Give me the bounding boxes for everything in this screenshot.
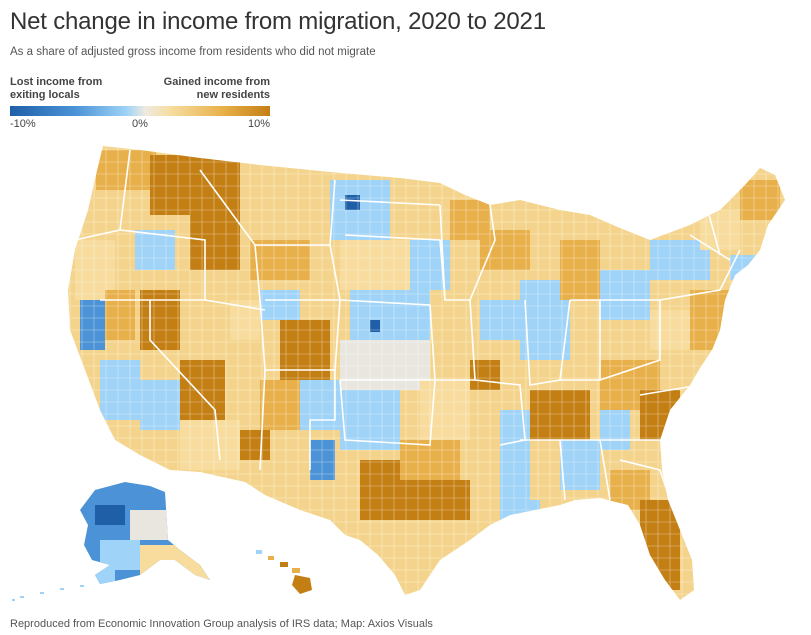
legend-tick-zero: 0%	[132, 118, 148, 130]
legend-label-gained: Gained income from new residents	[163, 76, 270, 101]
legend-tick-max: 10%	[248, 118, 271, 130]
hawaii	[256, 550, 312, 594]
map-subtitle: As a share of adjusted gross income from…	[10, 46, 376, 58]
legend-color-bar	[10, 106, 270, 116]
legend-tick-min: -10%	[10, 118, 36, 130]
contiguous-us	[68, 146, 785, 600]
source-note: Reproduced from Economic Innovation Grou…	[10, 618, 433, 630]
legend-label-lost: Lost income from exiting locals	[10, 76, 103, 101]
alaska	[80, 482, 210, 584]
map-title: Net change in income from migration, 202…	[10, 8, 546, 35]
aleutian-islands	[12, 585, 84, 601]
